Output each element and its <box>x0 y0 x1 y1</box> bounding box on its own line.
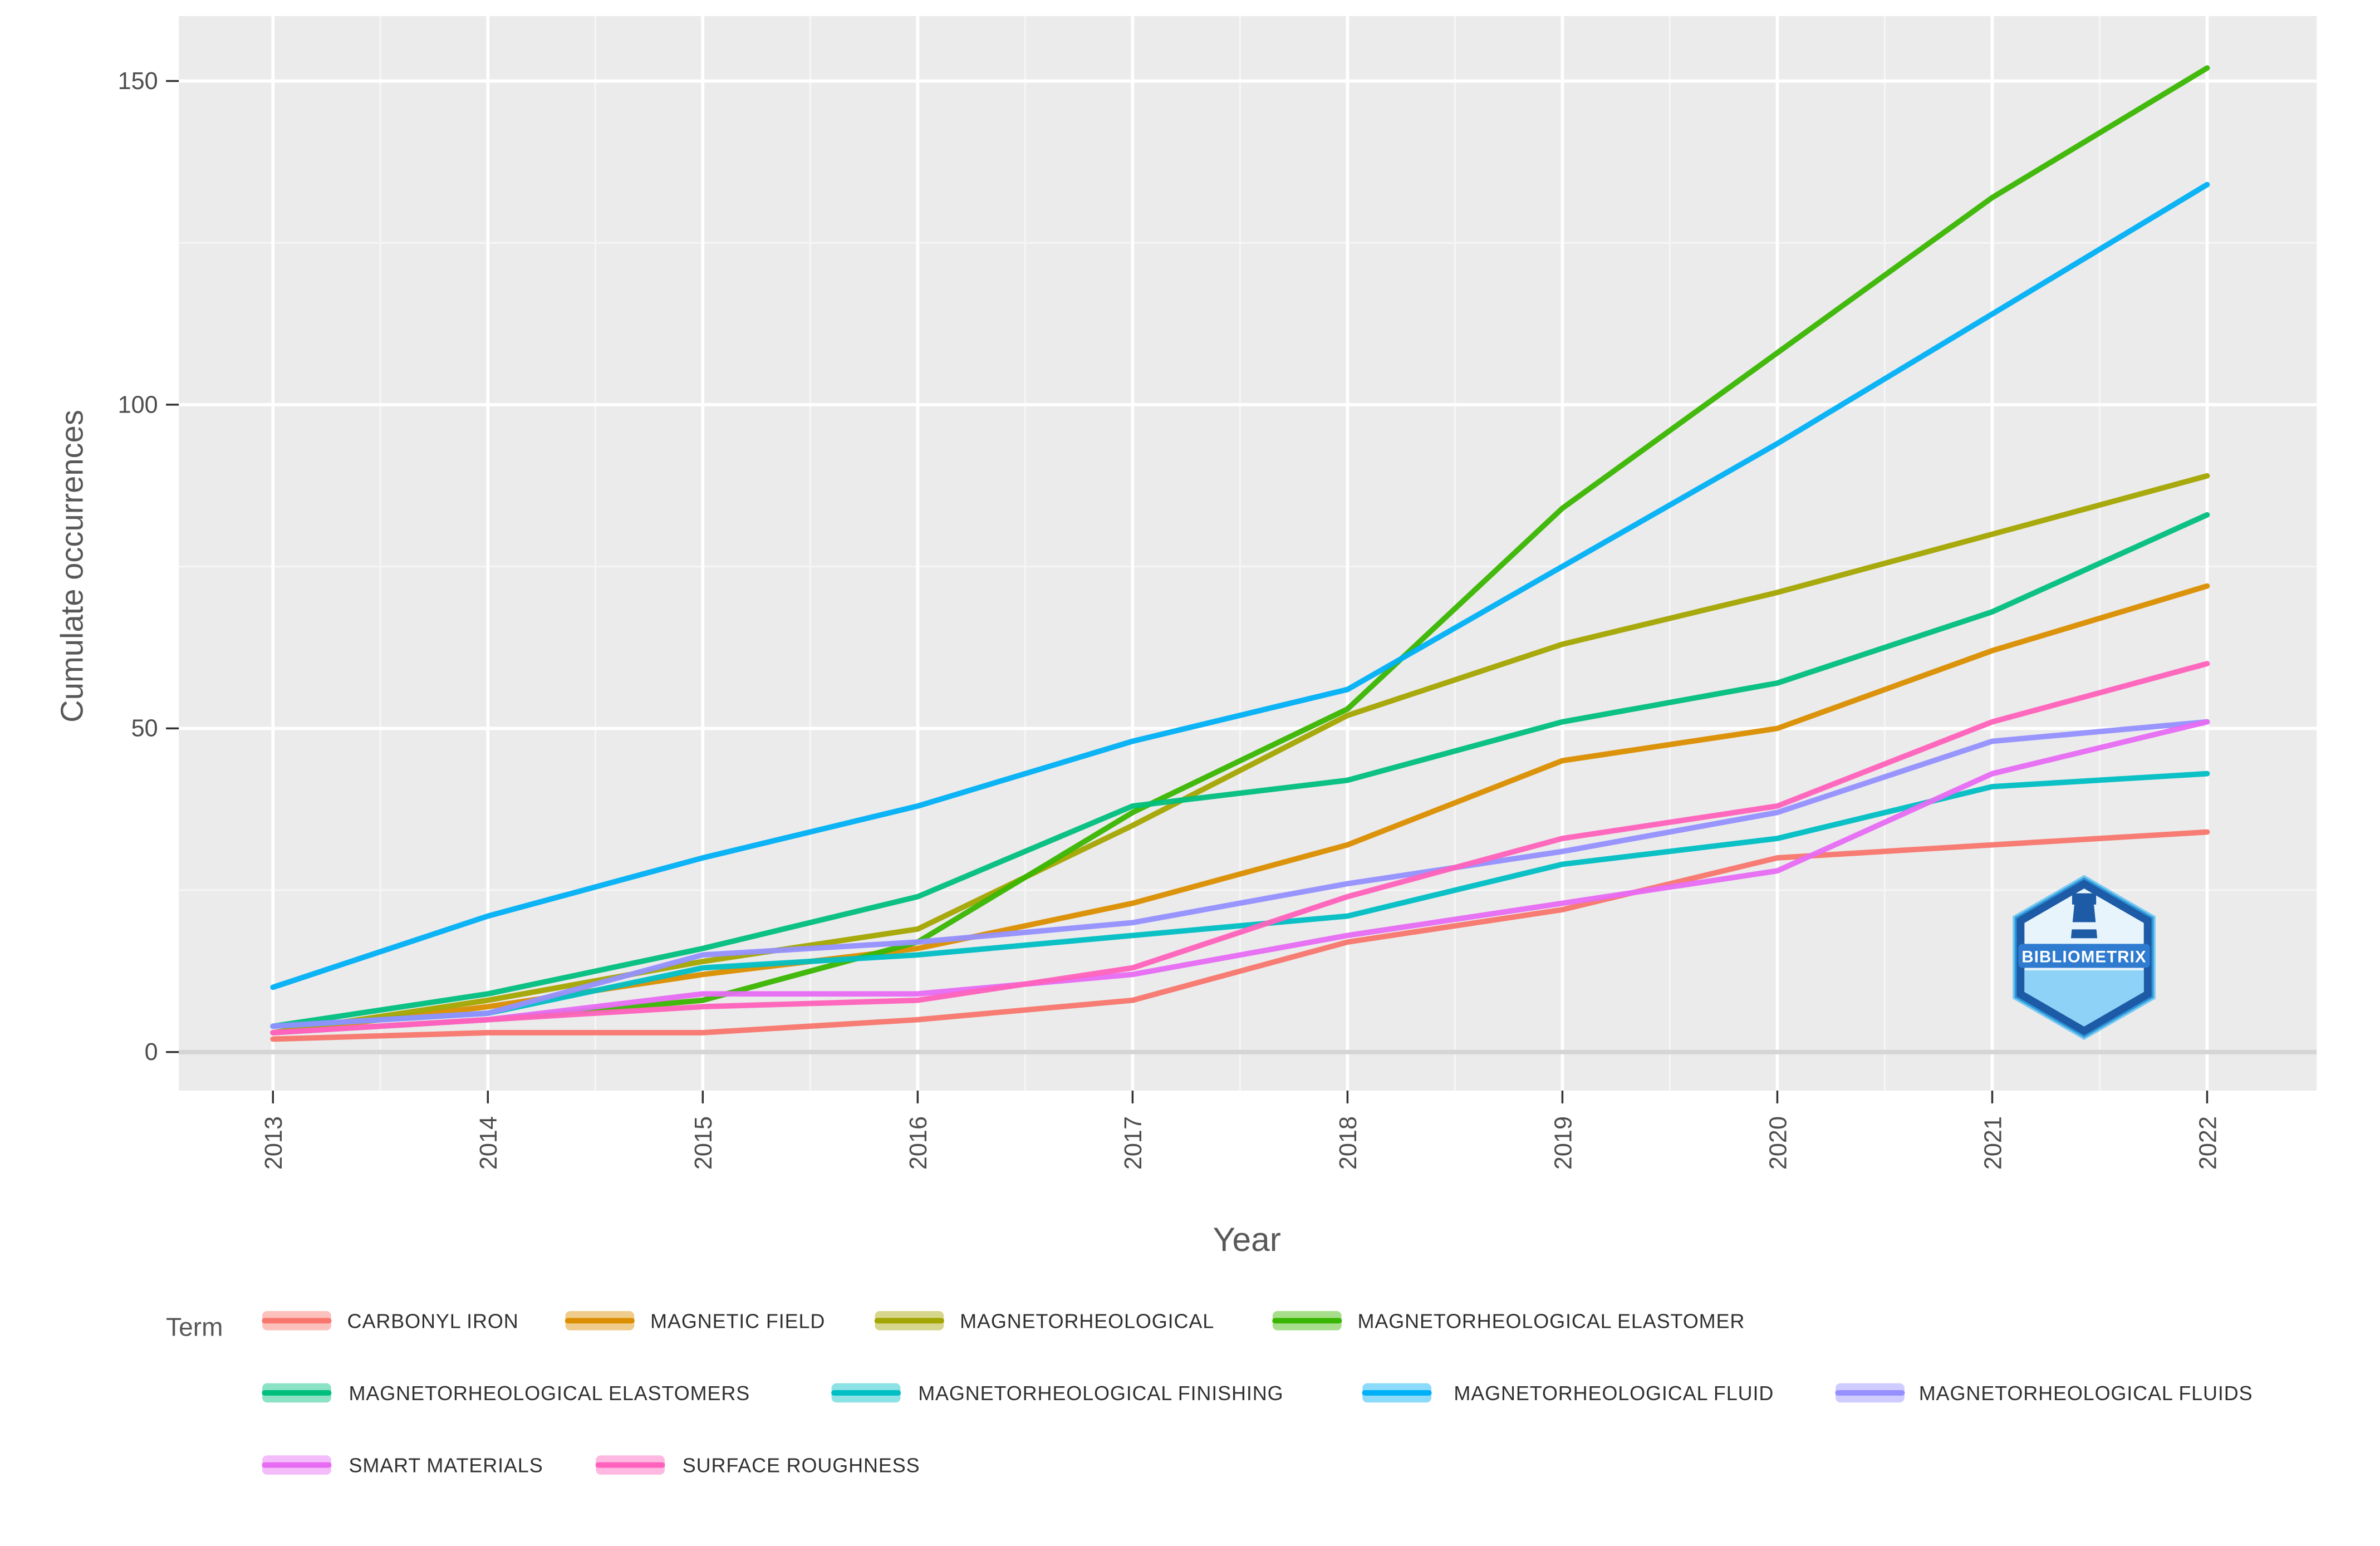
y-tick-labels: 0 50 100 150 <box>118 68 158 1066</box>
series-line-magnetorheological-fluid <box>270 181 2210 990</box>
legend-entry-smart-materials: SMART MATERIALS <box>262 1454 543 1477</box>
legend-entry-magnetorheological-fluid: MAGNETORHEOLOGICAL FLUID <box>1362 1382 1774 1405</box>
x-tick-label: 2013 <box>261 1116 287 1170</box>
legend-title: Term <box>166 1313 223 1342</box>
axis-ticks <box>166 80 2209 1103</box>
y-tick-label: 0 <box>145 1039 158 1066</box>
legend-label: MAGNETORHEOLOGICAL <box>960 1309 1214 1332</box>
x-tick-label: 2022 <box>2195 1116 2221 1170</box>
series-line-magnetorheological-elastomers <box>270 512 2210 1029</box>
series-lines <box>270 65 2210 1042</box>
series-line-magnetorheological-finishing <box>270 770 2210 1029</box>
legend-entry-magnetorheological-finishing: MAGNETORHEOLOGICAL FINISHING <box>831 1382 1283 1405</box>
legend-entry-carbonyl-iron: CARBONYL IRON <box>262 1309 519 1332</box>
legend-label: MAGNETIC FIELD <box>650 1309 825 1332</box>
legend-label: SURFACE ROUGHNESS <box>683 1454 920 1477</box>
y-tick-label: 150 <box>118 68 158 95</box>
x-tick-label: 2016 <box>905 1116 932 1170</box>
series-line-smart-materials <box>270 719 2210 1035</box>
logo-wordmark: BIBLIOMETRIX <box>2021 948 2146 966</box>
x-tick-label: 2020 <box>1765 1116 1792 1170</box>
logo-sea <box>2024 970 2144 1027</box>
series-line-surface-roughness <box>270 661 2210 1035</box>
legend-entry-magnetorheological: MAGNETORHEOLOGICAL <box>874 1309 1214 1332</box>
y-axis-title: Cumulate occurrences <box>54 410 89 723</box>
legend-label: MAGNETORHEOLOGICAL FLUID <box>1454 1382 1774 1405</box>
x-axis-title: Year <box>1213 1220 1281 1258</box>
y-tick-label: 50 <box>131 715 158 742</box>
legend-label: MAGNETORHEOLOGICAL ELASTOMER <box>1358 1309 1745 1332</box>
logo-banner <box>2018 944 2150 968</box>
logo-lighthouse-stripe <box>2070 922 2098 930</box>
series-line-magnetorheological-elastomer <box>270 65 2210 1035</box>
x-tick-label: 2014 <box>475 1116 502 1170</box>
legend-label: SMART MATERIALS <box>349 1454 543 1477</box>
x-tick-label: 2021 <box>1980 1116 2006 1170</box>
x-tick-label: 2017 <box>1120 1116 1147 1170</box>
legend-label: CARBONYL IRON <box>347 1309 519 1332</box>
x-tick-label: 2018 <box>1335 1116 1362 1170</box>
plot-panel <box>179 16 2317 1091</box>
legend-entry-magnetic-field: MAGNETIC FIELD <box>565 1309 825 1332</box>
logo-hexagon-glow <box>2013 875 2156 1041</box>
x-tick-labels: 2013 2014 2015 2016 2017 2018 2019 2020 2021 2022 <box>261 1116 2221 1170</box>
legend-entry-magnetorheological-elastomer: MAGNETORHEOLOGICAL ELASTOMER <box>1272 1309 1745 1332</box>
x-tick-label: 2019 <box>1550 1116 1577 1170</box>
cumulative-occurrences-chart: 2013 2014 2015 2016 2017 2018 2019 2020 2021 2022… <box>54 16 2317 1477</box>
legend-label: MAGNETORHEOLOGICAL FINISHING <box>918 1382 1283 1405</box>
legend-entry-magnetorheological-fluids: MAGNETORHEOLOGICAL FLUIDS <box>1835 1382 2253 1405</box>
bibliometrix-logo: BIBLIOMETRIX <box>2013 875 2156 1041</box>
logo-lighthouse-lamp <box>2072 893 2097 905</box>
legend-label: MAGNETORHEOLOGICAL ELASTOMERS <box>349 1382 750 1405</box>
logo-lighthouse-stripe2 <box>2069 938 2099 946</box>
series-line-magnetorheological <box>270 473 2210 1035</box>
legend: CARBONYL IRON MAGNETIC FIELD MAGNETORHEOLO… <box>262 1309 2253 1477</box>
legend-label: MAGNETORHEOLOGICAL FLUIDS <box>1919 1382 2253 1405</box>
legend-entry-magnetorheological-elastomers: MAGNETORHEOLOGICAL ELASTOMERS <box>262 1382 750 1405</box>
cumulative-word-occurrences-screen: 2013 2014 2015 2016 2017 2018 2019 2020 2021 2022… <box>54 16 2317 1477</box>
y-tick-label: 100 <box>118 391 158 418</box>
series-line-magnetorheological-fluids <box>270 719 2210 1029</box>
gridlines <box>179 16 2317 1091</box>
legend-entry-surface-roughness: SURFACE ROUGHNESS <box>595 1454 920 1477</box>
series-line-carbonyl-iron <box>270 829 2210 1042</box>
x-tick-label: 2015 <box>690 1116 717 1170</box>
